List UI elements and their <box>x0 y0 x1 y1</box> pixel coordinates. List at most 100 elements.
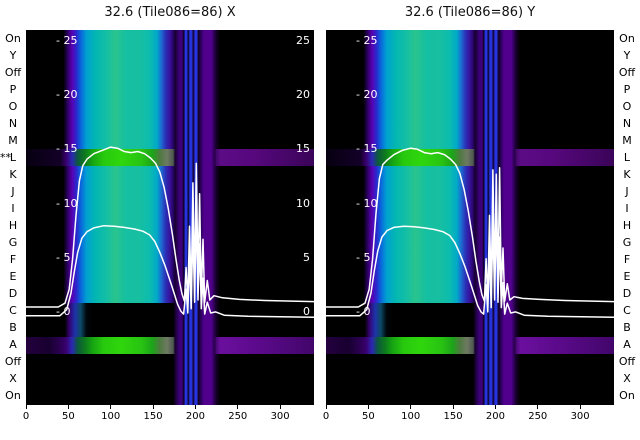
row-label-l-right: L <box>623 150 631 164</box>
row-label-m-left: M <box>8 133 18 147</box>
row-label-off-left: Off <box>4 65 22 79</box>
x-tick-mark <box>110 405 112 409</box>
x-tick-label: 50 <box>361 411 375 422</box>
row-label-o-right: O <box>622 99 632 113</box>
row-label-on-right: On <box>619 389 635 403</box>
y-tick-label-right: 20 <box>296 88 310 102</box>
x-tick-label: 0 <box>22 411 30 422</box>
row-label-a-left: A <box>9 338 17 352</box>
row-label-on-left: On <box>5 389 21 403</box>
x-tick-mark <box>579 405 581 409</box>
x-tick-mark <box>537 405 539 409</box>
heatmap-panel-x: - 25 25 - 20 20 - 15 15 - 10 10 - 5 5 - 0 0 <box>26 30 314 405</box>
x-tick-mark <box>25 405 27 409</box>
row-label-o-left: O <box>8 99 18 113</box>
row-label-e-left: E <box>9 270 17 284</box>
x-tick-label: 150 <box>443 411 463 422</box>
x-tick-label: 50 <box>61 411 75 422</box>
row-label-n-left: N <box>8 116 18 130</box>
y-tick-label-inner: - 5 <box>356 250 371 264</box>
heatmap-panel-y: - 25 - 20 - 15 - 10 - 5 - 0 <box>326 30 614 405</box>
y-tick-label-inner: - 20 <box>56 88 78 102</box>
x-tick-label: 150 <box>143 411 163 422</box>
row-label-h-right: H <box>622 219 632 233</box>
row-labels-left: On Y Off P O N M ** L K J I H G F E D C B A Off X On <box>0 30 26 405</box>
row-label-x-left: X <box>9 372 17 386</box>
y-tick-label-right: 5 <box>303 250 310 264</box>
panel-x-title: 32.6 (Tile086=86) X <box>104 5 236 20</box>
row-label-g-left: G <box>8 236 18 250</box>
x-axis-panel-y: 0 50 100 150 200 250 300 <box>323 405 626 435</box>
y-tick-label-inner: - 5 <box>56 250 71 264</box>
row-label-j-right: J <box>625 184 629 198</box>
y-tick-label-right: 10 <box>296 196 310 210</box>
row-label-off-right: Off <box>618 65 636 79</box>
y-tick-label-inner: - 20 <box>356 88 378 102</box>
x-tick-mark <box>410 405 412 409</box>
row-label-f-right: F <box>623 253 631 267</box>
row-label-d-right: D <box>622 287 632 301</box>
y-tick-label-inner: - 15 <box>356 142 378 156</box>
row-label-c-left: C <box>9 304 17 318</box>
x-tick-mark <box>194 405 196 409</box>
row-label-j-left: J <box>11 184 15 198</box>
row-label-a-right: A <box>623 338 631 352</box>
row-label-k-right: K <box>623 167 631 181</box>
x-tick-label: 250 <box>528 411 548 422</box>
row-label-x-right: X <box>623 372 631 386</box>
row-label-b-left: B <box>9 321 17 335</box>
row-label-off-right: Off <box>618 355 636 369</box>
x-tick-mark <box>494 405 496 409</box>
row-label-off-left: Off <box>4 355 22 369</box>
x-tick-label: 0 <box>322 411 330 422</box>
curve-lower <box>326 216 614 319</box>
y-tick-label-inner: - 15 <box>56 142 78 156</box>
row-label-b-right: B <box>623 321 631 335</box>
row-label-l-left: ** L <box>0 150 17 164</box>
row-label-y-right: Y <box>623 48 631 62</box>
row-label-k-left: K <box>9 167 17 181</box>
row-label-e-right: E <box>623 270 631 284</box>
x-tick-label: 300 <box>270 411 290 422</box>
curve-lower <box>26 212 314 319</box>
row-label-i-left: I <box>11 201 15 215</box>
row-label-on-right: On <box>619 31 635 45</box>
line-overlay <box>26 146 314 319</box>
x-tick-mark <box>152 405 154 409</box>
row-label-p-left: P <box>9 82 17 96</box>
x-tick-mark <box>452 405 454 409</box>
y-tick-label-inner: - 10 <box>356 196 378 210</box>
row-label-c-right: C <box>623 304 631 318</box>
x-tick-mark <box>325 405 327 409</box>
x-tick-label: 200 <box>185 411 205 422</box>
row-label-n-right: N <box>622 116 632 130</box>
row-label-y-left: Y <box>9 48 17 62</box>
x-tick-mark <box>67 405 69 409</box>
row-label-p-right: P <box>623 82 631 96</box>
row-marker: ** <box>0 150 11 164</box>
row-label-g-right: G <box>622 236 632 250</box>
y-tick-label-inner: - 0 <box>56 305 71 318</box>
row-label-on-left: On <box>5 31 21 45</box>
x-tick-label: 100 <box>401 411 421 422</box>
y-tick-label-inner: - 25 <box>356 34 378 47</box>
y-tick-label-inner: - 0 <box>356 305 371 318</box>
x-axis-panel-x: 0 50 100 150 200 250 300 <box>23 405 326 435</box>
x-tick-mark <box>279 405 281 409</box>
row-labels-right: On Y Off P O N M L K J I H G F E D C B A Off X On <box>614 30 640 405</box>
y-tick-label-right: 15 <box>296 142 310 156</box>
row-label-i-right: I <box>625 201 629 215</box>
y-tick-label-right: 0 <box>303 305 310 318</box>
line-overlay <box>326 147 614 319</box>
x-tick-label: 300 <box>570 411 590 422</box>
row-label-d-left: D <box>8 287 18 301</box>
x-tick-label: 250 <box>228 411 248 422</box>
y-tick-label-inner: - 25 <box>56 34 78 47</box>
x-tick-mark <box>237 405 239 409</box>
curve-upper <box>26 146 314 308</box>
row-label-m-right: M <box>622 133 632 147</box>
x-tick-mark <box>367 405 369 409</box>
row-label-h-left: H <box>8 219 18 233</box>
x-tick-label: 200 <box>485 411 505 422</box>
